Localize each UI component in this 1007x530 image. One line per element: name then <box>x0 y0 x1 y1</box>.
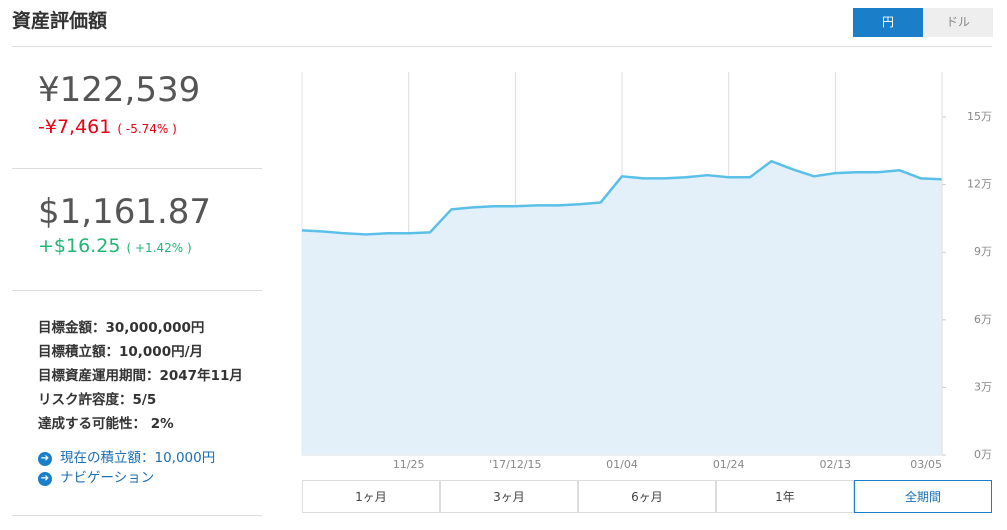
x-tick-label: 01/04 <box>606 458 638 471</box>
chart: 11/25 '17/12/15 01/04 01/24 02/13 03/05 0万 3万 6万… <box>301 72 992 471</box>
x-tick-label: 01/24 <box>713 458 745 471</box>
range-button[interactable]: 3ヶ月 <box>440 480 578 513</box>
link-navigation[interactable]: ➔ ナビゲーション <box>38 466 154 486</box>
usd-value: $1,161.87 <box>38 192 212 232</box>
range-button[interactable]: 1ヶ月 <box>302 480 440 513</box>
goal: 達成する可能性： 2% <box>38 416 174 432</box>
jpy-change-pct: ( -5.74% ) <box>117 122 177 136</box>
range-button[interactable]: 6ヶ月 <box>578 480 716 513</box>
jpy-change-amount: -¥7,461 <box>38 116 112 138</box>
header-rule <box>12 46 992 47</box>
jpy-change: -¥7,461 ( -5.74% ) <box>38 116 177 138</box>
range-button[interactable]: 1年 <box>716 480 854 513</box>
area-fill <box>302 161 942 455</box>
link-icon: ➔ <box>38 452 52 466</box>
x-tick-label: 03/05 <box>910 458 942 471</box>
usd-change-amount: +$16.25 <box>38 235 121 257</box>
usd-change-pct: ( +1.42% ) <box>126 241 192 255</box>
goal: 目標金額：30,000,000円 <box>38 320 205 336</box>
page-title: 資産評価額 <box>12 10 108 32</box>
y-tick-label: 9万 <box>974 245 992 258</box>
link-text[interactable]: ナビゲーション <box>60 470 155 486</box>
x-tick-label: 11/25 <box>393 458 425 471</box>
y-tick-label: 0万 <box>974 448 992 461</box>
line <box>301 159 943 236</box>
y-tick-label: 15万 <box>967 110 992 123</box>
divider <box>12 290 262 291</box>
x-tick-label: '17/12/15 <box>489 458 541 471</box>
x-tick-label: 02/13 <box>819 458 851 471</box>
jpy-value: ¥122,539 <box>38 70 201 110</box>
link-contribution[interactable]: ➔ 現在の積立額：10,000円 <box>38 446 215 466</box>
link-text[interactable]: 現在の積立額：10,000円 <box>60 450 216 466</box>
y-tick-label: 6万 <box>974 313 992 326</box>
range-button[interactable]: 全期間 <box>854 480 992 513</box>
divider <box>12 168 262 169</box>
divider <box>12 515 262 516</box>
usd-change: +$16.25 ( +1.42% ) <box>38 235 192 257</box>
link-icon: ➔ <box>38 472 52 486</box>
currency-yen[interactable]: 円 <box>853 8 923 37</box>
y-tick-label: 12万 <box>967 178 992 191</box>
goal: 目標資産運用期間：2047年11月 <box>38 368 243 384</box>
goal: リスク許容度：5/5 <box>38 392 157 408</box>
goal: 目標積立額：10,000円/月 <box>38 344 204 360</box>
currency-usd[interactable]: ドル <box>923 8 993 37</box>
y-tick-label: 3万 <box>974 380 992 393</box>
